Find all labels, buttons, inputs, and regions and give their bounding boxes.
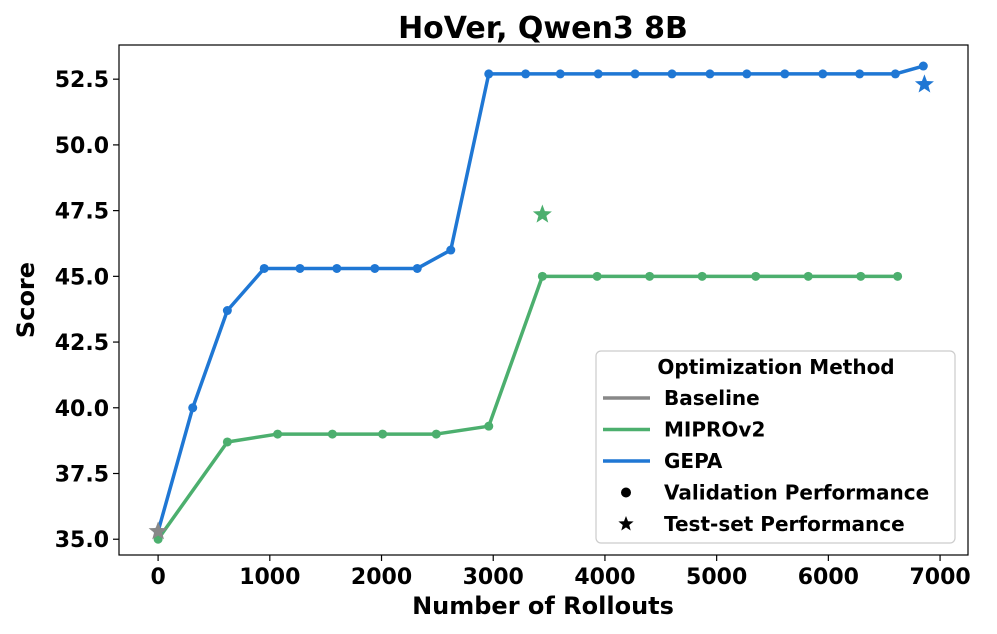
x-tick-label: 4000 [574, 565, 635, 590]
plot-frame [118, 44, 969, 556]
gepa-validation-point [555, 69, 565, 79]
axis-ticks: 0 1000 2000 3000 4000 5000 6000 7000 35.0 37.5 40.… [55, 68, 971, 590]
gepa-validation-point [890, 69, 900, 79]
gepa-validation-point [484, 69, 494, 79]
y-tick-label: 35.0 [55, 528, 109, 553]
x-tick-label: 1000 [239, 565, 300, 590]
gepa-validation-point [259, 263, 269, 273]
miprov2-validation-point [803, 271, 813, 281]
y-axis-label: Score [12, 262, 40, 338]
miprov2-validation-point [856, 271, 866, 281]
legend-box [595, 350, 956, 544]
legend-title: Optimization Method [657, 355, 894, 379]
miprov2-validation-point [222, 437, 232, 447]
gepa-validation-point [332, 263, 342, 273]
miprov2-validation-point [484, 421, 494, 431]
legend-validation-performance-marker [621, 487, 631, 498]
y-tick-label: 40.0 [55, 397, 109, 422]
gepa-validation-point [188, 403, 198, 413]
legend-gepa-label: GEPA [664, 449, 723, 473]
legend-baseline-label: Baseline [664, 386, 760, 410]
miprov2-validation-point [645, 271, 655, 281]
legend: Optimization Method Baseline MIPROv2 GEPA V… [595, 350, 956, 544]
miprov2-validation-point [327, 429, 337, 439]
gepa-validation-point [630, 69, 640, 79]
gepa-validation-point [855, 69, 865, 79]
miprov2-validation-point [378, 429, 388, 439]
miprov2-validation-point [592, 271, 602, 281]
y-tick-label: 45.0 [55, 265, 109, 290]
miprov2-validation-point [893, 271, 903, 281]
gepa-validation-point [446, 245, 456, 255]
gepa-line [156, 64, 926, 534]
y-tick-label: 50.0 [55, 134, 109, 159]
y-tick-label: 42.5 [55, 331, 109, 356]
x-tick-label: 3000 [463, 565, 524, 590]
gepa-validation-point [593, 69, 603, 79]
miprov2-validation-point [431, 429, 441, 439]
x-tick-label: 0 [150, 565, 165, 590]
legend-validation-performance-label: Validation Performance [664, 481, 929, 505]
y-tick-label: 37.5 [55, 463, 109, 488]
gepa-validation-point [521, 69, 531, 79]
gepa-validation-point [295, 263, 305, 273]
x-tick-label: 5000 [686, 565, 747, 590]
legend-test-set-performance-label: Test-set Performance [664, 512, 905, 536]
gepa-validation-point [780, 69, 790, 79]
series-points [148, 61, 934, 544]
gepa-test-star [914, 74, 934, 93]
gepa-validation-point [412, 263, 422, 273]
miprov2-validation-point [697, 271, 707, 281]
chart-title: HoVer, Qwen3 8B [398, 11, 688, 46]
gepa-validation-point [667, 69, 677, 79]
gepa-validation-point [742, 69, 752, 79]
gepa-validation-point [918, 61, 928, 71]
gepa-validation-point [370, 263, 380, 273]
legend-entries: Baseline MIPROv2 GEPA Validation Performanc… [603, 386, 929, 536]
gepa-validation-point [818, 69, 828, 79]
miprov2-validation-point [273, 429, 283, 439]
y-tick-label: 52.5 [55, 68, 109, 93]
x-tick-label: 6000 [798, 565, 859, 590]
y-tick-label: 47.5 [55, 200, 109, 225]
x-tick-label: 7000 [909, 565, 970, 590]
x-tick-label: 2000 [351, 565, 412, 590]
miprov2-test-star [532, 204, 552, 223]
miprov2-validation-point [537, 271, 547, 281]
gepa-validation-point [222, 306, 232, 316]
legend-test-set-performance-marker [618, 516, 634, 531]
gepa-validation-point [705, 69, 715, 79]
miprov2-validation-point [751, 271, 761, 281]
legend-miprov2-label: MIPROv2 [664, 418, 765, 442]
baseline-test-star [148, 521, 168, 540]
x-axis-label: Number of Rollouts [412, 592, 674, 620]
